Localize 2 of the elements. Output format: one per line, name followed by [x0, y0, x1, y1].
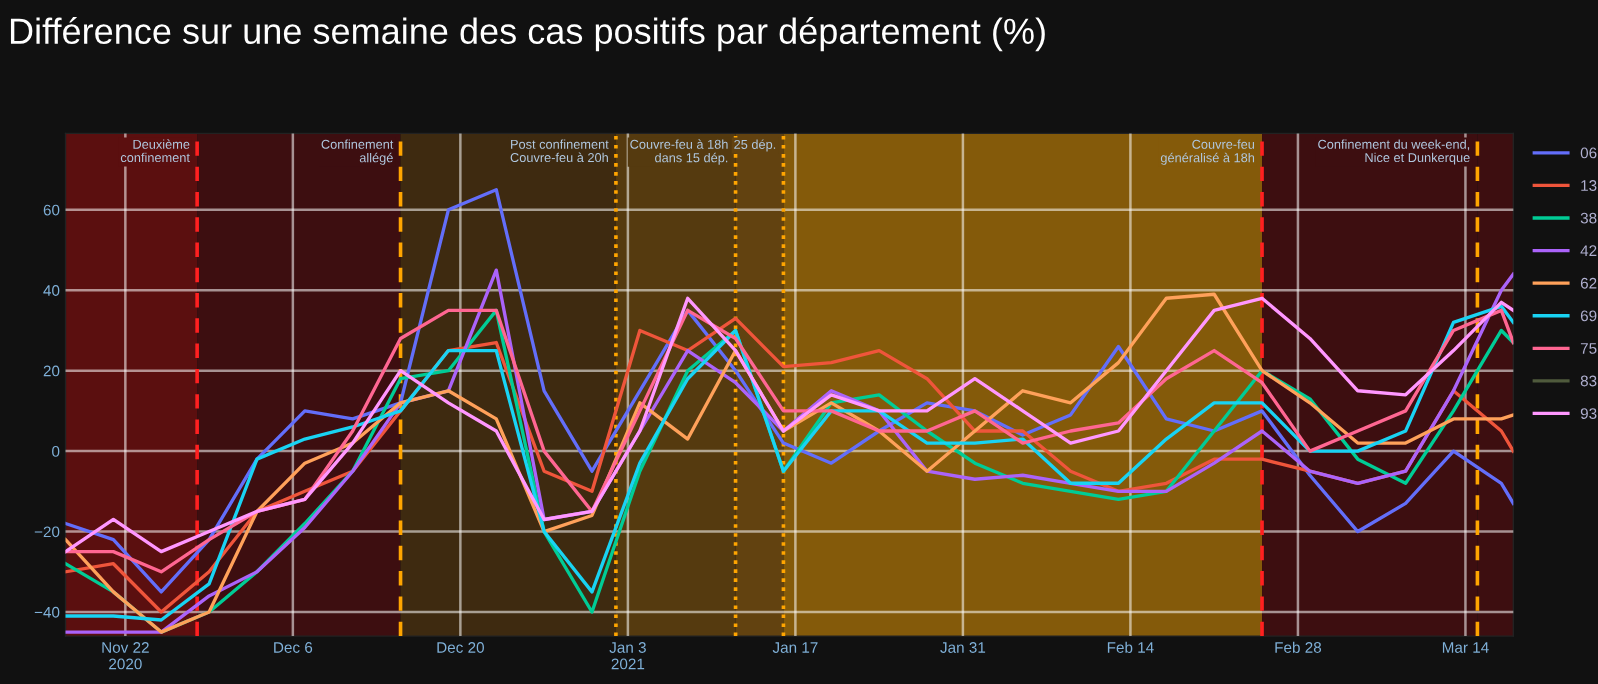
chart-title: Différence sur une semaine des cas positifs par département (%): [10, 17, 1045, 52]
line-series: [65, 188, 1514, 594]
